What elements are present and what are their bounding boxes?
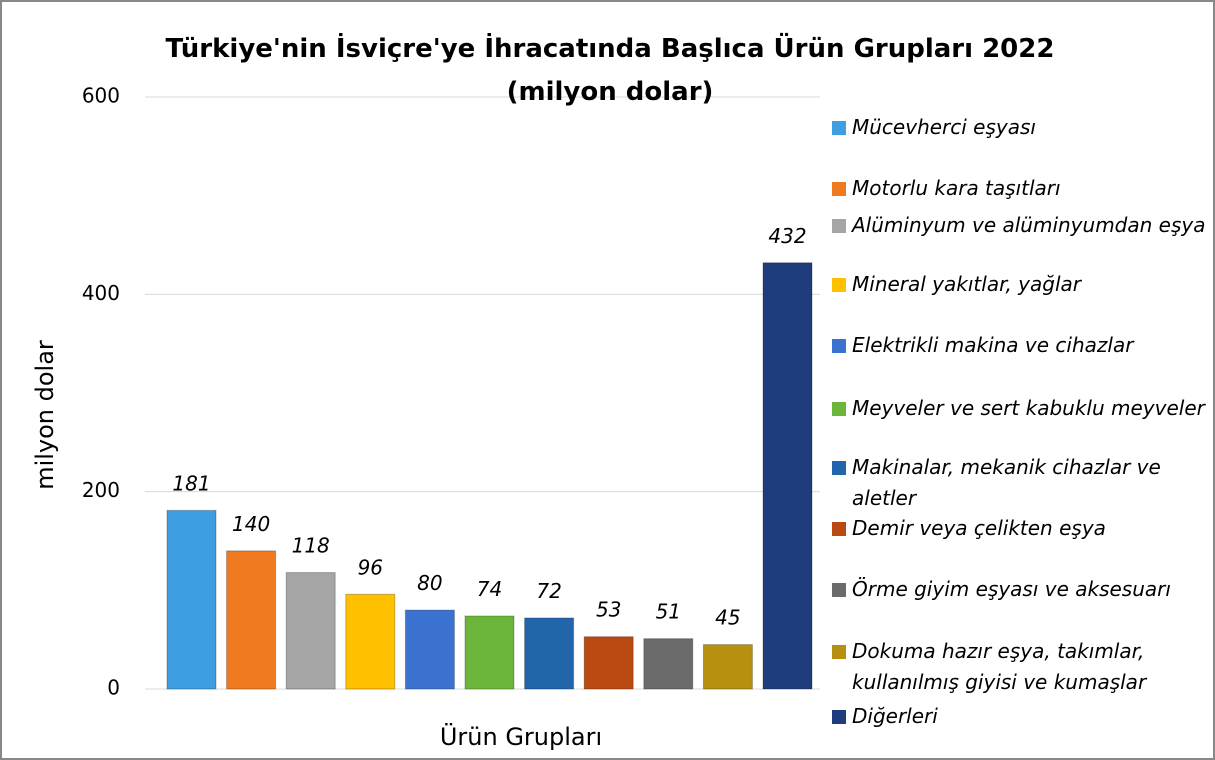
y-axis-label: milyon dolar — [31, 340, 59, 490]
bar — [702, 644, 753, 690]
data-label: 53 — [596, 598, 621, 622]
data-label: 118 — [292, 534, 330, 558]
legend-label: Motorlu kara taşıtları — [852, 176, 1061, 200]
legend-label: Örme giyim eşyası ve aksesuarı — [852, 577, 1171, 601]
legend-swatch — [832, 339, 846, 353]
legend-swatch — [832, 402, 846, 416]
legend-label: Demir veya çelikten eşya — [852, 516, 1106, 540]
bar — [524, 617, 575, 690]
bar — [345, 593, 396, 690]
bar — [166, 509, 217, 690]
legend-swatch — [832, 522, 846, 536]
legend-swatch — [832, 710, 846, 724]
y-tick-label: 0 — [107, 676, 120, 700]
data-label: 96 — [358, 555, 383, 579]
legend-item: Diğerleri — [832, 701, 1215, 732]
y-tick-label: 200 — [82, 478, 120, 502]
legend-item: Demir veya çelikten eşya — [832, 513, 1215, 544]
x-axis-label: Ürün Grupları — [440, 722, 602, 751]
data-label: 51 — [656, 600, 681, 624]
data-label: 432 — [768, 224, 806, 248]
legend-label: Makinalar, mekanik cihazlar ve aletler — [852, 455, 1161, 510]
data-label: 72 — [536, 579, 561, 603]
legend-label: Diğerleri — [852, 704, 938, 728]
legend-swatch — [832, 219, 846, 233]
legend-label: Elektrikli makina ve cihazlar — [852, 333, 1134, 357]
legend-item: Motorlu kara taşıtları — [832, 173, 1215, 204]
data-label: 74 — [477, 577, 502, 601]
y-tick-label: 400 — [82, 281, 120, 305]
legend-item: Elektrikli makina ve cihazlar — [832, 330, 1215, 361]
legend-item: Dokuma hazır eşya, takımlar, kullanılmış… — [832, 636, 1215, 698]
legend-label: Mineral yakıtlar, yağlar — [852, 272, 1081, 296]
legend-swatch — [832, 278, 846, 292]
bar — [643, 638, 694, 690]
bar — [404, 609, 455, 690]
bar — [762, 262, 813, 690]
bar — [583, 636, 634, 690]
bar — [464, 615, 515, 690]
legend-label: Mücevherci eşyası — [852, 115, 1036, 139]
legend-item: Meyveler ve sert kabuklu meyveler — [832, 393, 1215, 424]
legend-swatch — [832, 461, 846, 475]
legend-swatch — [832, 121, 846, 135]
legend-item: Alüminyum ve alüminyumdan eşya — [832, 210, 1215, 241]
legend-item: Makinalar, mekanik cihazlar ve aletler — [832, 452, 1215, 514]
legend-swatch — [832, 583, 846, 597]
legend-item: Mineral yakıtlar, yağlar — [832, 269, 1215, 300]
data-label: 140 — [232, 512, 270, 536]
chart-title: Türkiye'nin İsviçre'ye İhracatında Başlı… — [165, 34, 1055, 107]
data-label: 181 — [172, 471, 210, 495]
legend-item: Örme giyim eşyası ve aksesuarı — [832, 574, 1215, 605]
data-label: 80 — [417, 571, 442, 595]
legend-swatch — [832, 182, 846, 196]
data-label: 45 — [715, 606, 740, 630]
legend-item: Mücevherci eşyası — [832, 112, 1215, 143]
legend-label: Meyveler ve sert kabuklu meyveler — [852, 396, 1205, 420]
y-tick-label: 600 — [82, 84, 120, 108]
bar — [285, 572, 336, 690]
bar — [226, 550, 277, 690]
legend-label: Dokuma hazır eşya, takımlar, kullanılmış… — [852, 639, 1147, 694]
legend-label: Alüminyum ve alüminyumdan eşya — [852, 213, 1206, 237]
legend-swatch — [832, 645, 846, 659]
